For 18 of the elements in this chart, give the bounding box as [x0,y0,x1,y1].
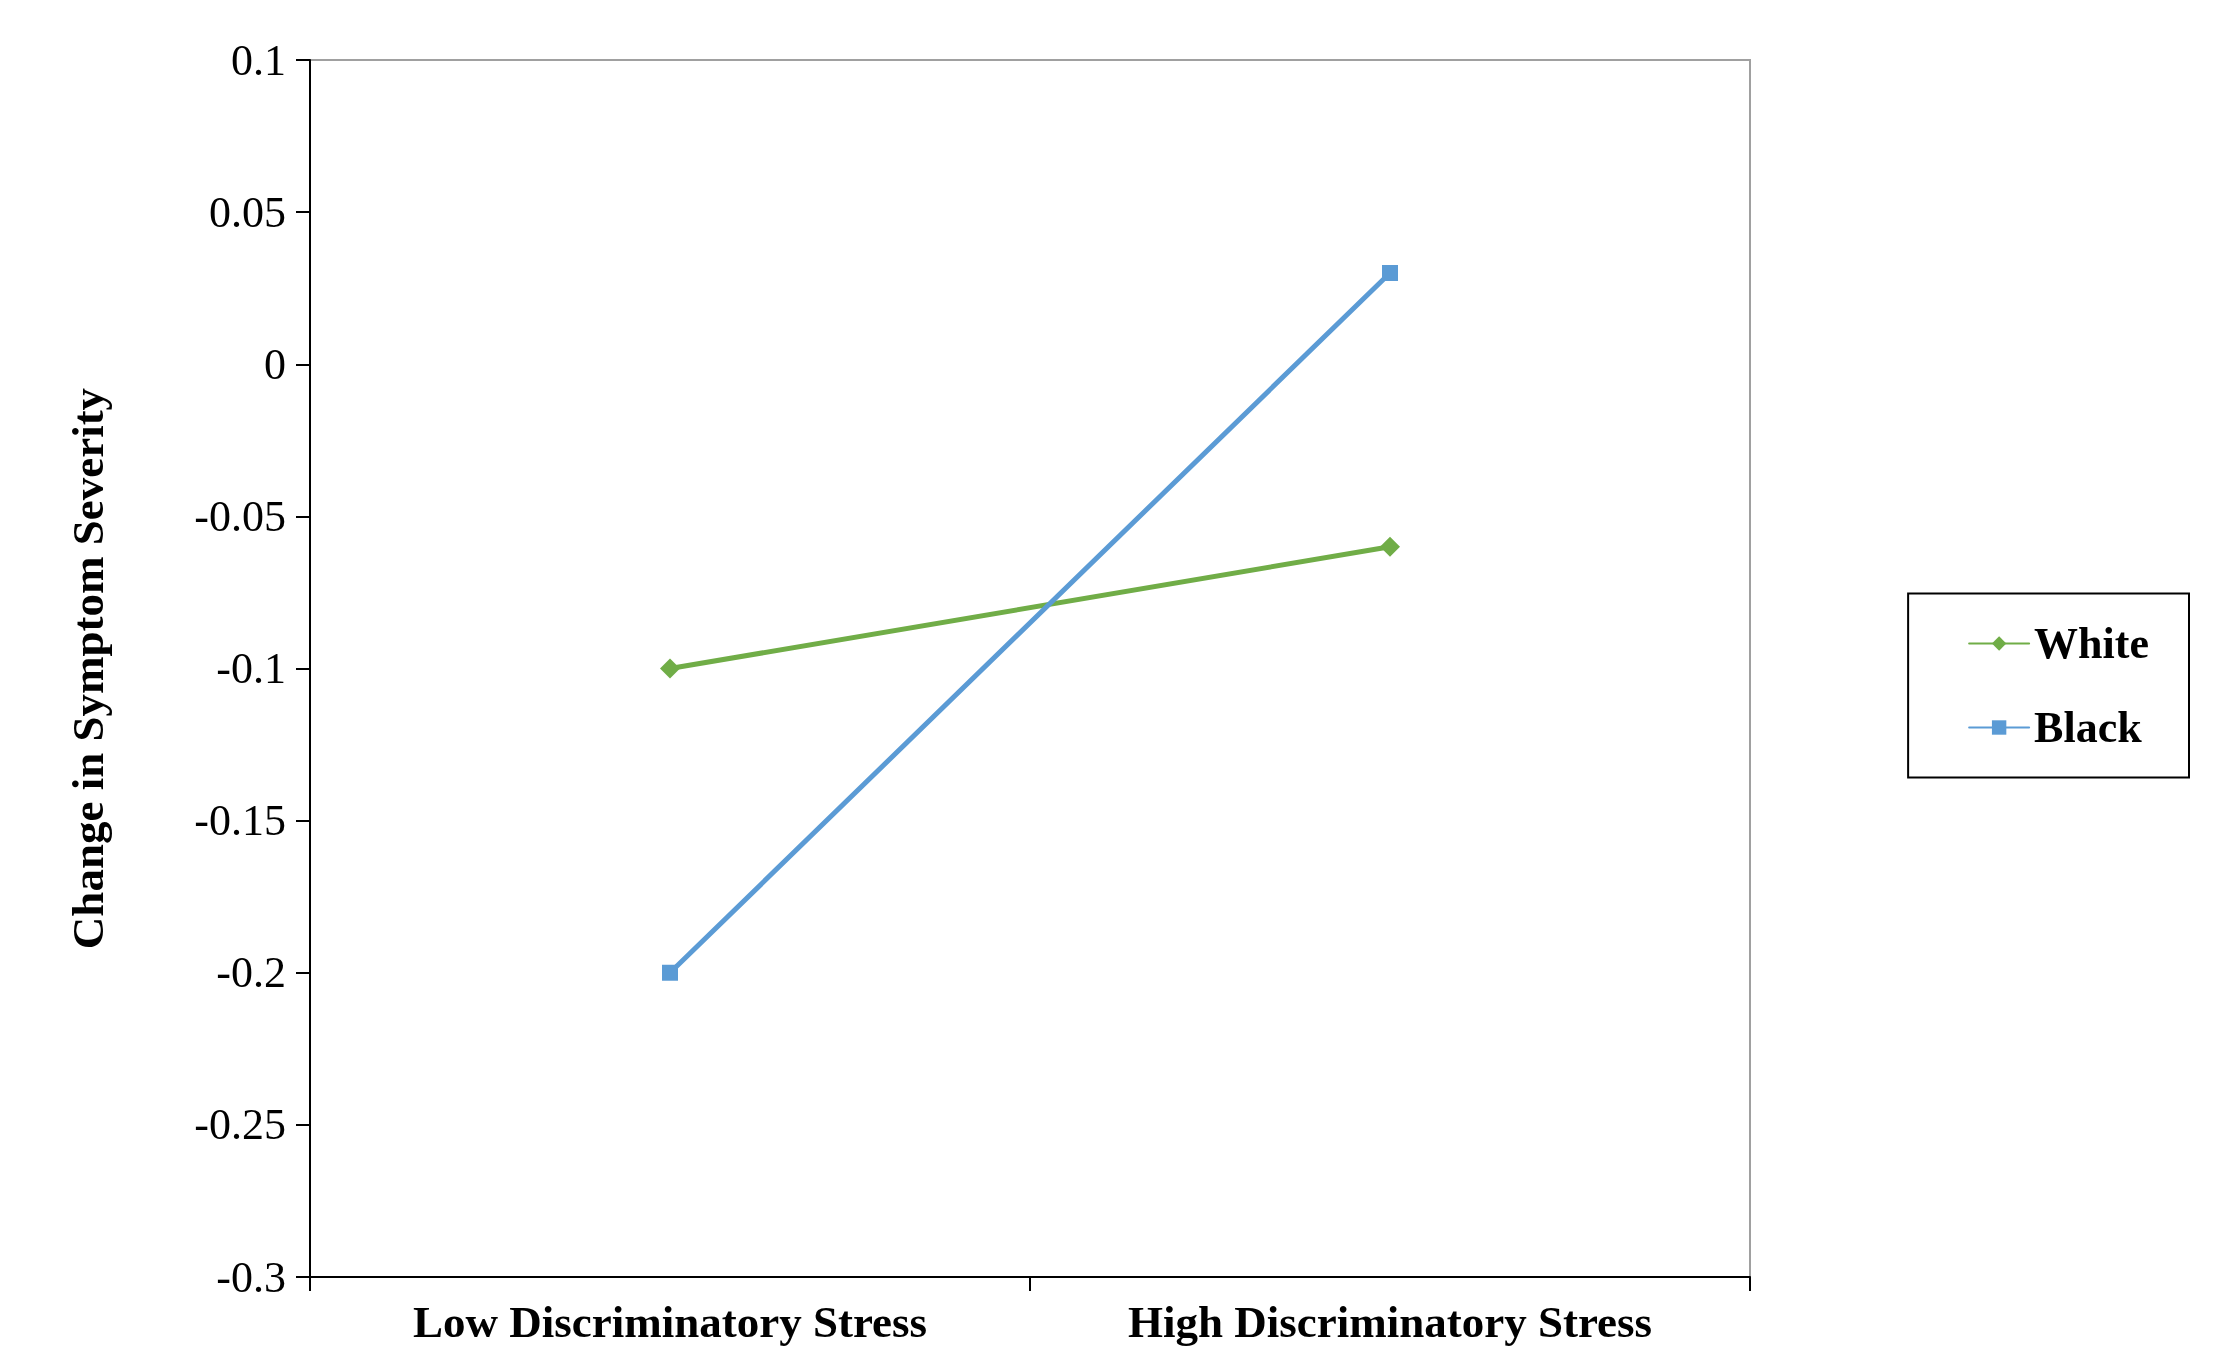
x-tick-label: Low Discriminatory Stress [412,1296,928,1347]
y-tick-label: 0.05 [209,187,286,237]
y-tick-label: -0.1 [216,644,286,693]
point [660,658,680,679]
y-tick-label: -0.2 [216,948,286,998]
y-tick-label: -0.05 [194,491,286,541]
y-tick-label: -0.3 [216,1252,286,1302]
y-tick-label: -0.25 [194,1100,286,1150]
y-tick-label: 0.1 [231,35,286,85]
legend-label: White [2034,619,2150,668]
legend-label: Black [2034,703,2143,752]
point [662,964,678,981]
x-tick-label: High Discriminatory Stress [1127,1296,1653,1347]
y-tick-label: 0 [264,339,286,389]
point [1380,536,1400,557]
point [1382,264,1398,281]
y-axis-title: Change in Symptom Severity [62,387,113,950]
y-tick-label: -0.15 [194,796,286,846]
